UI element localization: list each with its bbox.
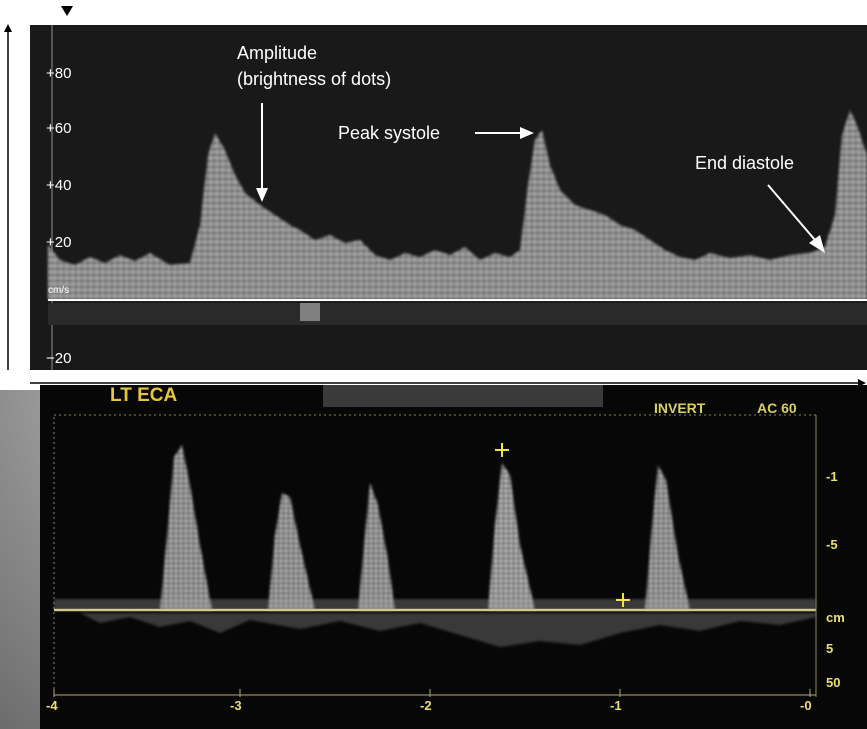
amplitude-arrow-icon — [256, 188, 268, 202]
down-arrow-marker-icon — [61, 6, 73, 16]
systolic-peak-1 — [160, 445, 212, 610]
end-diastole-cursor-icon — [616, 593, 630, 607]
y-axis-arrow-icon — [4, 24, 12, 32]
peak-systole-annotation: Peak systole — [338, 123, 441, 143]
x-tick-zero: -0 — [800, 698, 812, 713]
x-tick-minus-3: -3 — [230, 698, 242, 713]
systolic-peak-3 — [358, 483, 395, 610]
x-tick-minus-4: -4 — [46, 698, 58, 713]
bottom-doppler-screen: LT ECA INVERT AC 60 -1 -5 cm 5 50 -4 -3 … — [40, 385, 867, 729]
vessel-label: LT ECA — [110, 385, 178, 406]
right-tick-5: 50 — [826, 675, 841, 690]
systolic-peak-2 — [268, 493, 315, 610]
right-tick-4: 5 — [826, 641, 834, 656]
peak-systole-arrow-icon — [520, 127, 534, 139]
unit-label: cm/s — [48, 285, 70, 296]
reverse-flow-noise — [80, 613, 816, 647]
right-tick-1: -1 — [826, 469, 838, 484]
spectral-waveform — [48, 25, 867, 370]
x-tick-minus-2: -2 — [420, 698, 432, 713]
doppler-spectrum-screen: +80 +60 +40 +20 −20 cm/s Amplitude (brig… — [30, 25, 867, 370]
reverse-flow-noise — [48, 303, 867, 325]
scale-label-minus-20: −20 — [46, 350, 72, 367]
figure-axes — [4, 6, 866, 387]
systolic-peak-4 — [488, 463, 535, 610]
time-ruler-ticks — [53, 689, 811, 697]
right-tick-2: -5 — [826, 537, 838, 552]
invert-status: INVERT — [654, 400, 706, 416]
scale-label-80: +80 — [46, 65, 72, 82]
x-tick-minus-1: -1 — [610, 698, 622, 713]
peak-cursor-icon — [495, 443, 509, 457]
scale-label-60: +60 — [46, 120, 72, 137]
scale-label-40: +40 — [46, 177, 72, 194]
diastolic-flow — [54, 599, 816, 610]
noise-blob — [300, 303, 320, 321]
amplitude-annotation-line2: (brightness of dots) — [237, 69, 392, 89]
b-mode-strip — [323, 385, 603, 407]
end-diastole-arrow-line — [767, 184, 816, 241]
waveform-envelope — [48, 110, 867, 300]
end-diastole-arrow-icon — [809, 235, 825, 253]
top-doppler-figure: +80 +60 +40 +20 −20 cm/s Amplitude (brig… — [0, 0, 867, 390]
amplitude-annotation-line1: Amplitude — [237, 43, 318, 63]
systolic-peak-5 — [645, 465, 690, 610]
right-tick-3: cm — [826, 610, 845, 625]
scale-label-20: +20 — [46, 234, 72, 251]
ac-label: AC 60 — [757, 400, 797, 416]
end-diastole-annotation: End diastole — [695, 153, 795, 173]
eca-spectral-waveform — [53, 385, 817, 697]
